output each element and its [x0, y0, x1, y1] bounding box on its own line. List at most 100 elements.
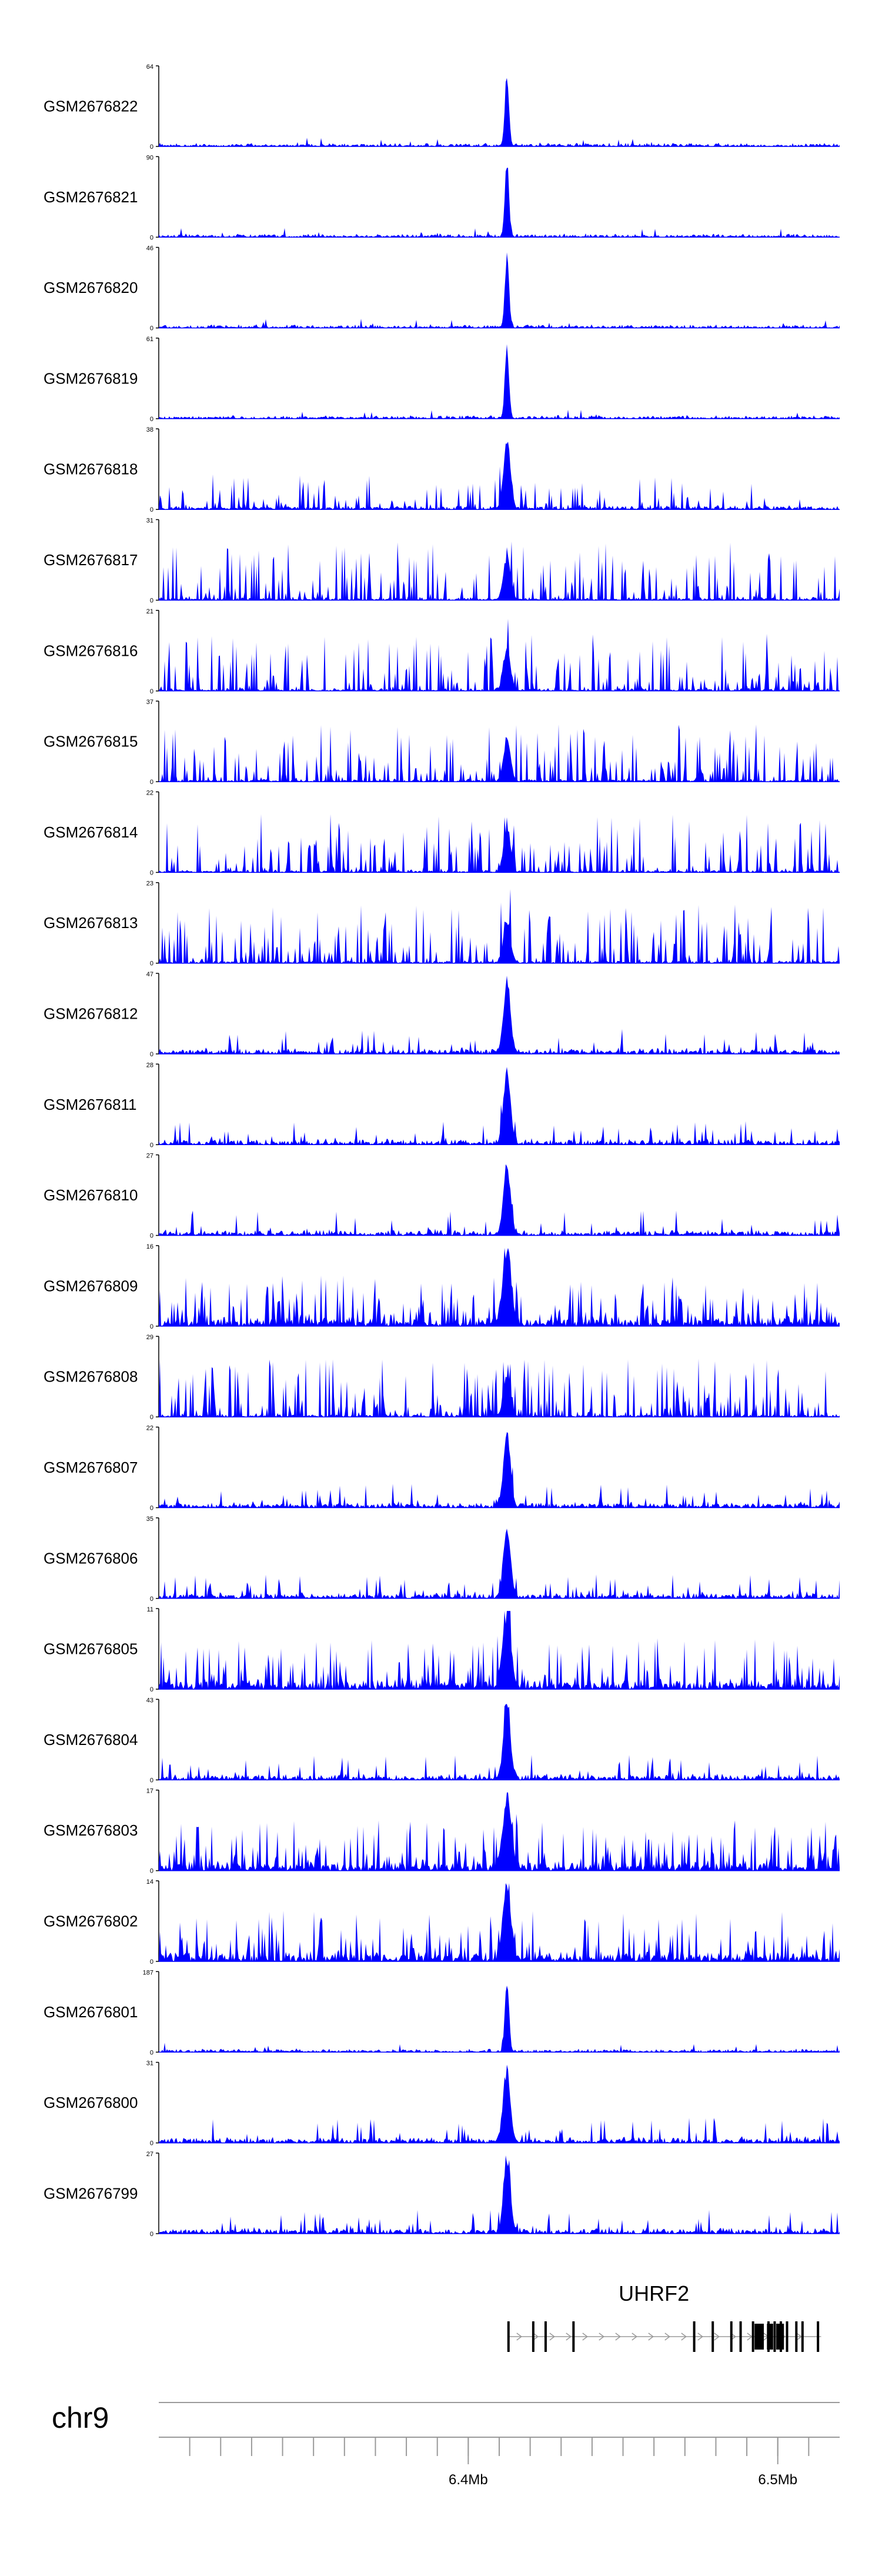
track-GSM2676807: GSM2676807 22 0: [44, 1425, 840, 1512]
coverage-signal-area: [159, 1986, 840, 2053]
track-GSM2676800: GSM2676800 31 0: [44, 2060, 840, 2147]
gene-exon: [751, 2321, 754, 2352]
y-max-label: 14: [146, 1878, 153, 1886]
coverage-signal-area: [159, 1611, 840, 1690]
coverage-signal-area: [159, 724, 840, 782]
y-min-label: 0: [150, 506, 153, 513]
track-y-axis: 27 0: [146, 2151, 159, 2238]
gene-exon: [711, 2321, 714, 2352]
y-max-label: 22: [146, 1425, 153, 1432]
strand-arrow: [533, 2333, 539, 2341]
axis-tick-label: 6.4Mb: [449, 2472, 488, 2488]
track-GSM2676822: GSM2676822 64 0: [44, 64, 840, 151]
track-label: GSM2676819: [44, 369, 138, 387]
y-min-label: 0: [150, 779, 153, 786]
track-y-axis: 61 0: [146, 336, 159, 423]
coverage-signal-area: [159, 442, 840, 510]
genomic-coordinate-axis: chr9 6.4Mb 6.5Mb: [52, 2401, 840, 2488]
coverage-tracks: GSM2676822640GSM2676821900GSM2676820460G…: [44, 64, 840, 2238]
strand-arrow: [796, 2333, 803, 2341]
gene-coding-block: [767, 2324, 773, 2350]
track-GSM2676802: GSM2676802 14 0: [44, 1878, 840, 1966]
track-y-axis: 17 0: [146, 1788, 159, 1875]
y-min-label: 0: [150, 1414, 153, 1421]
track-GSM2676820: GSM2676820 46 0: [44, 245, 840, 332]
track-label: GSM2676821: [44, 188, 138, 206]
y-max-label: 28: [146, 1062, 153, 1069]
y-min-label: 0: [150, 1958, 153, 1966]
strand-arrow: [599, 2333, 605, 2341]
track-label: GSM2676805: [44, 1640, 138, 1658]
track-y-axis: 27 0: [146, 1153, 159, 1240]
y-max-label: 21: [146, 608, 153, 615]
gene-exon: [773, 2321, 776, 2352]
y-max-label: 16: [146, 1243, 153, 1250]
track-y-axis: 90 0: [146, 154, 159, 241]
y-max-label: 31: [146, 518, 153, 525]
coverage-signal-area: [159, 541, 840, 600]
track-label: GSM2676807: [44, 1459, 138, 1476]
track-GSM2676817: GSM2676817 31 0: [44, 518, 840, 605]
track-label: GSM2676803: [44, 1821, 138, 1839]
gene-exon: [795, 2321, 798, 2352]
track-y-axis: 29 0: [146, 1334, 159, 1421]
strand-arrow: [516, 2333, 523, 2341]
coverage-signal-area: [159, 814, 840, 873]
track-GSM2676810: GSM2676810 27 0: [44, 1153, 840, 1240]
track-label: GSM2676815: [44, 733, 138, 750]
strand-arrow: [582, 2333, 589, 2341]
coverage-signal-area: [159, 168, 840, 238]
y-max-label: 46: [146, 245, 153, 252]
coverage-signal-area: [159, 1164, 840, 1236]
track-GSM2676805: GSM2676805 11 0: [44, 1606, 840, 1693]
track-y-axis: 11 0: [147, 1606, 159, 1693]
y-max-label: 187: [143, 1969, 153, 1976]
strand-arrow: [549, 2333, 556, 2341]
gene-coding-block: [776, 2324, 784, 2350]
track-label: GSM2676806: [44, 1549, 138, 1567]
track-label: GSM2676822: [44, 98, 138, 115]
y-max-label: 35: [146, 1516, 153, 1523]
coverage-signal-area: [159, 1529, 840, 1599]
gene-exon: [817, 2321, 820, 2352]
coverage-signal-area: [159, 1883, 840, 1961]
y-min-label: 0: [150, 1233, 153, 1240]
y-max-label: 47: [146, 971, 153, 978]
gene-coding-block: [754, 2324, 764, 2350]
track-label: GSM2676817: [44, 551, 138, 569]
coverage-signal-area: [159, 2064, 840, 2143]
gene-exon: [572, 2321, 575, 2352]
track-y-axis: 16 0: [146, 1243, 159, 1330]
y-min-label: 0: [150, 2140, 153, 2147]
y-max-label: 11: [147, 1606, 153, 1613]
gene-exon: [507, 2321, 510, 2352]
coverage-signal-area: [159, 78, 840, 146]
coverage-signal-area: [159, 1792, 840, 1871]
track-y-axis: 64 0: [146, 64, 159, 151]
strand-arrow: [697, 2333, 704, 2341]
y-min-label: 0: [150, 1142, 153, 1149]
coverage-signal-area: [159, 976, 840, 1054]
track-y-axis: 38 0: [146, 426, 159, 513]
coverage-signal-area: [159, 252, 840, 328]
track-GSM2676813: GSM2676813 23 0: [44, 880, 840, 967]
coverage-signal-area: [159, 1247, 840, 1326]
strand-arrow: [615, 2333, 622, 2341]
track-y-axis: 31 0: [146, 518, 159, 605]
gene-exon: [739, 2321, 742, 2352]
y-min-label: 0: [150, 1686, 153, 1693]
track-y-axis: 22 0: [146, 789, 159, 876]
gene-exon: [730, 2321, 733, 2352]
track-y-axis: 22 0: [146, 1425, 159, 1512]
track-GSM2676819: GSM2676819 61 0: [44, 336, 840, 423]
track-GSM2676814: GSM2676814 22 0: [44, 789, 840, 876]
y-max-label: 31: [146, 2060, 153, 2067]
track-y-axis: 47 0: [146, 971, 159, 1058]
y-max-label: 90: [146, 154, 153, 161]
track-label: GSM2676808: [44, 1368, 138, 1386]
y-min-label: 0: [150, 325, 153, 332]
track-y-axis: 28 0: [146, 1062, 159, 1149]
track-GSM2676808: GSM2676808 29 0: [44, 1334, 840, 1421]
